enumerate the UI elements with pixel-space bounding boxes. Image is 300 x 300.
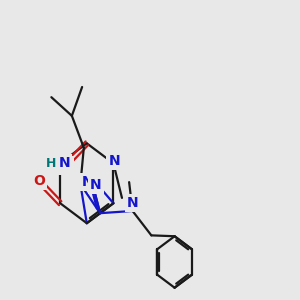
Text: O: O <box>60 158 72 172</box>
Text: O: O <box>33 174 45 188</box>
Text: N: N <box>58 156 70 170</box>
Text: N: N <box>127 196 138 210</box>
Text: N: N <box>81 175 93 189</box>
Text: N: N <box>108 154 120 168</box>
Text: N: N <box>90 178 101 191</box>
Text: H: H <box>45 157 56 170</box>
